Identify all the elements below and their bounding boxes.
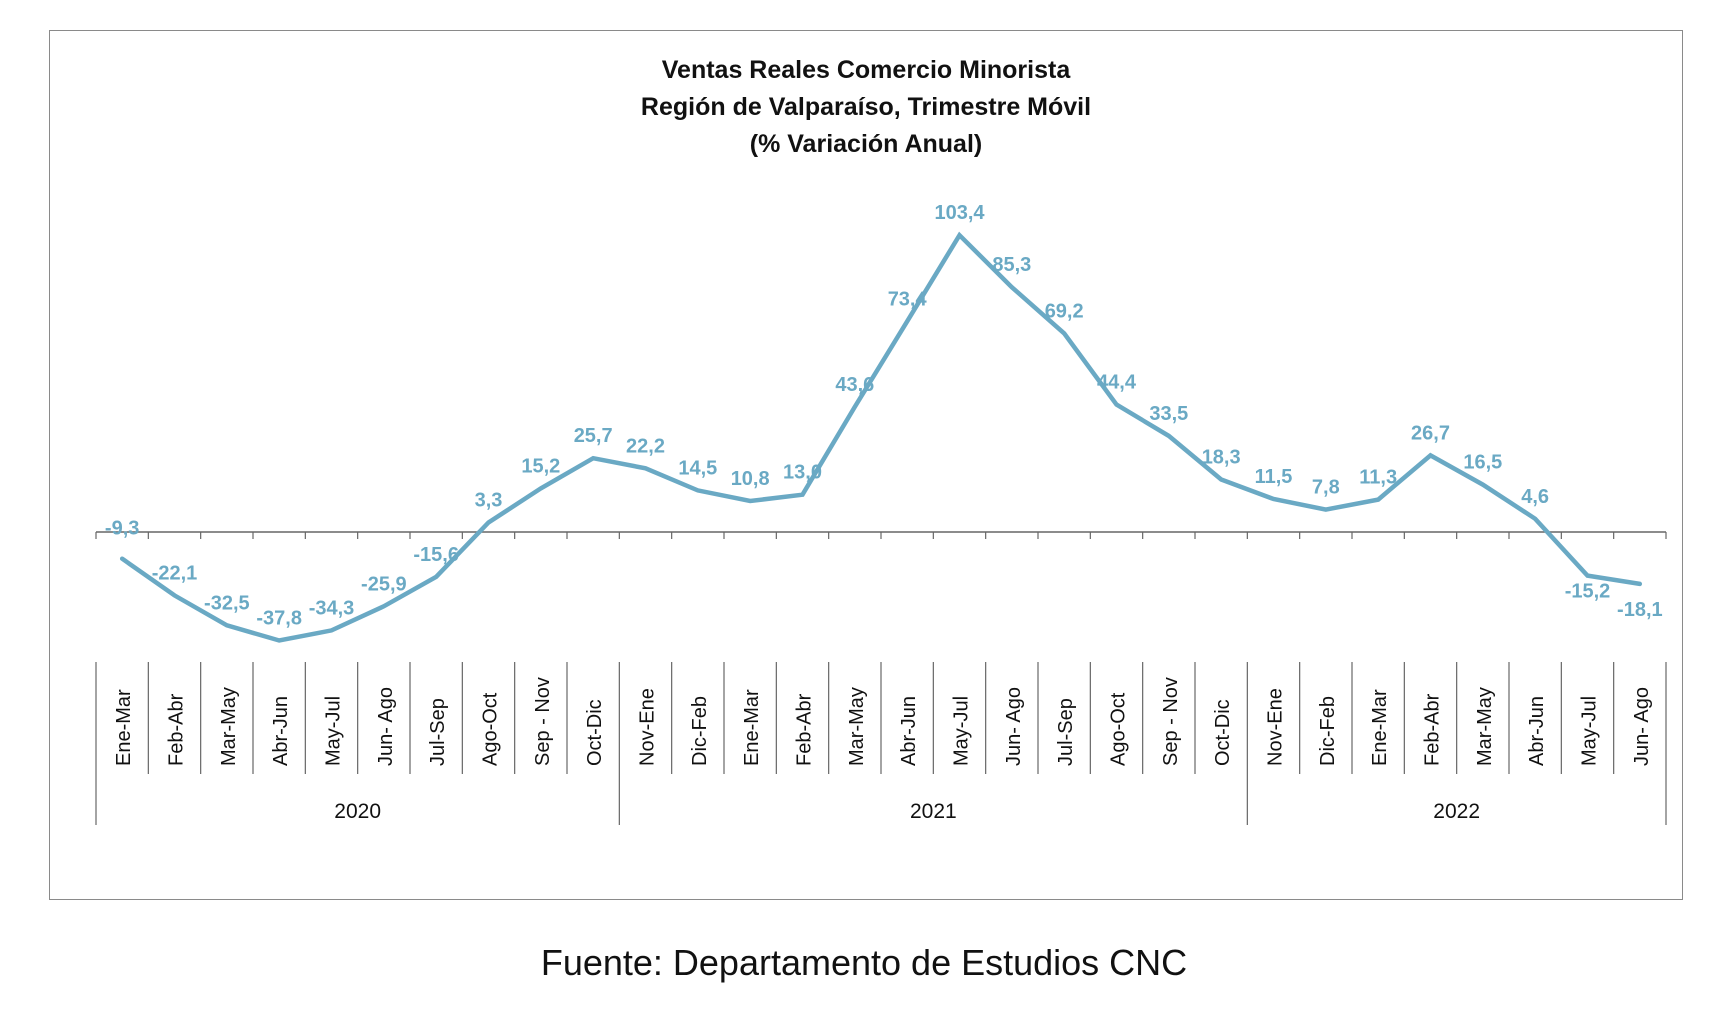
data-label: 10,8 [731,468,770,490]
category-label: Nov-Ene [637,688,659,766]
data-label: -25,9 [361,573,407,595]
data-label: 43,6 [835,374,874,396]
category-label: Mar-May [846,687,868,766]
category-label: Dic-Feb [689,696,711,766]
data-label: 18,3 [1202,446,1241,468]
data-label: -22,1 [152,562,198,584]
data-label: -15,2 [1565,581,1611,603]
category-label: Oct-Dic [1212,699,1234,766]
data-label: -18,1 [1617,599,1663,621]
category-label: Abr-Jun [1526,696,1548,766]
data-label: 11,3 [1359,467,1397,489]
source-note: Fuente: Departamento de Estudios CNC [540,942,1188,983]
data-label: 4,6 [1521,486,1549,508]
category-label: Abr-Jun [898,696,920,766]
category-label: Dic-Feb [1317,696,1339,766]
data-label: 14,5 [678,457,717,479]
data-label: -15,6 [413,544,459,566]
category-label: Sep - Nov [1160,677,1182,766]
data-label: 103,4 [934,202,985,224]
data-label: 22,2 [626,435,665,457]
data-label: 16,5 [1463,452,1502,474]
year-label: 2020 [334,800,381,823]
data-label: 33,5 [1149,403,1188,425]
series-line [119,231,1643,643]
category-label: May-Jul [951,696,973,766]
data-label: 73,4 [888,288,928,310]
chart-title-line-1: Ventas Reales Comercio Minorista [661,56,1071,84]
data-label: 15,2 [521,455,560,477]
category-label: Nov-Ene [1265,688,1287,766]
chart-title-line-3: (% Variación Anual) [749,130,983,158]
data-label: 44,4 [1097,372,1137,394]
data-label: 26,7 [1411,422,1450,444]
category-label: Jun- Ago [1003,687,1025,766]
category-label: Mar-May [1474,687,1496,766]
category-label: Ago-Oct [480,692,502,766]
data-label: -9,3 [105,518,139,540]
data-label: 13,0 [783,462,822,484]
year-label: 2021 [910,800,957,823]
category-label: Jun- Ago [375,687,397,766]
data-label: 85,3 [992,254,1031,276]
category-label: Jun- Ago [1631,687,1653,766]
category-label: Feb-Abr [166,693,188,766]
data-label: 11,5 [1255,466,1293,488]
category-label: Ago-Oct [1108,692,1130,766]
category-label: Oct-Dic [584,699,606,766]
data-label: 3,3 [475,490,503,512]
data-label: 69,2 [1045,300,1084,322]
data-label: 25,7 [574,425,613,447]
data-label: -34,3 [309,597,355,619]
category-label: Sep - Nov [532,677,554,766]
data-label: -32,5 [204,592,250,614]
category-label: Ene-Mar [1369,689,1391,766]
chart-frame [49,30,1683,900]
category-label: Abr-Jun [270,696,292,766]
data-label: 7,8 [1312,477,1340,499]
category-label: Ene-Mar [113,689,135,766]
category-label: May-Jul [1579,696,1601,766]
data-label: -37,8 [256,607,302,629]
year-label: 2022 [1433,800,1480,823]
category-label: May-Jul [323,696,345,766]
chart-title-line-2: Región de Valparaíso, Trimestre Móvil [640,93,1092,121]
category-label: Feb-Abr [794,693,816,766]
category-label: Ene-Mar [741,689,763,766]
category-label: Jul-Sep [427,698,449,766]
category-label: Mar-May [218,687,240,766]
category-label: Feb-Abr [1422,693,1444,766]
category-label: Jul-Sep [1055,698,1077,766]
